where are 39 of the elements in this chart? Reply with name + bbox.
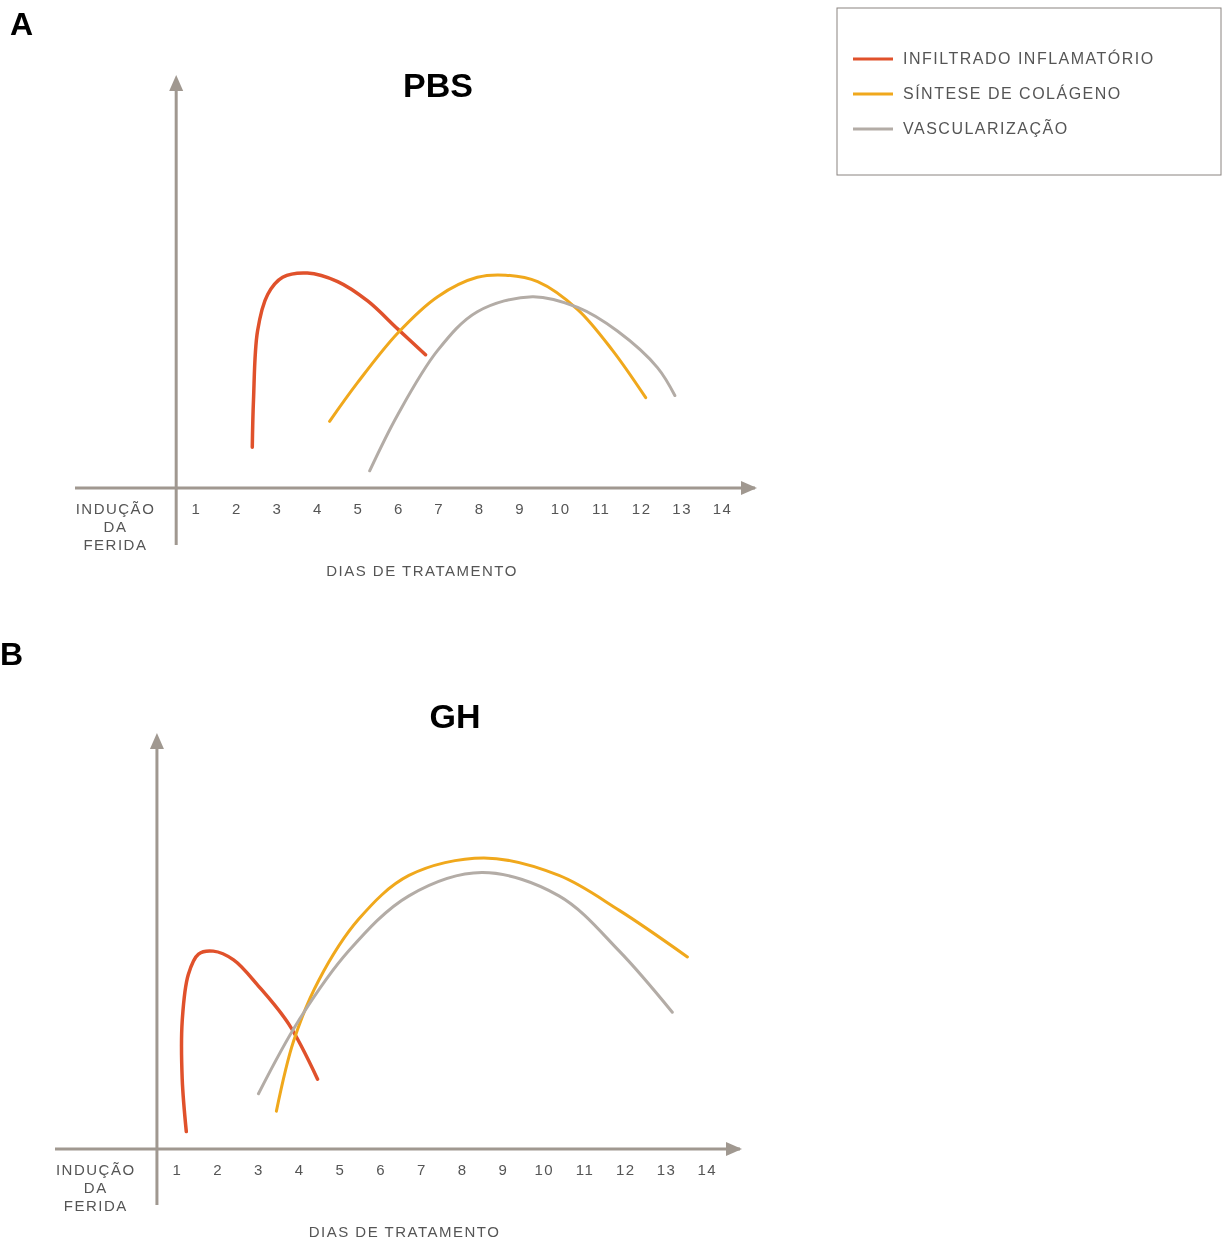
x-tick-label: 13 xyxy=(672,500,692,517)
x-tick-label: 7 xyxy=(434,500,445,517)
x-tick-label: 9 xyxy=(498,1161,509,1178)
x-tick-label: 2 xyxy=(231,500,242,517)
x-tick-label: 6 xyxy=(393,500,404,517)
x-tick-label: 8 xyxy=(474,500,485,517)
x-tick-label: 11 xyxy=(591,500,611,517)
x-tick-label: 12 xyxy=(615,1161,636,1178)
x-tick-label: 11 xyxy=(575,1161,595,1178)
x-tick-label: INDUÇÃO DA FERIDA xyxy=(75,500,156,553)
text: B xyxy=(0,636,24,672)
x-tick-label: 3 xyxy=(272,500,283,517)
x-tick-label: 8 xyxy=(457,1161,468,1178)
legend-label: SÍNTESE DE COLÁGENO xyxy=(903,84,1122,102)
x-tick-label: 5 xyxy=(353,500,364,517)
x-tick-label: 4 xyxy=(294,1161,305,1178)
chart-title: PBS xyxy=(403,66,473,104)
x-tick-label: 2 xyxy=(213,1161,224,1178)
x-tick-label: 5 xyxy=(335,1161,346,1178)
x-tick-label: 12 xyxy=(631,500,652,517)
x-tick-label: 4 xyxy=(312,500,323,517)
x-tick-label: 1 xyxy=(191,500,202,517)
legend-label: VASCULARIZAÇÃO xyxy=(903,118,1069,137)
x-axis-title: DIAS DE TRATAMENTO xyxy=(326,562,518,579)
x-tick-label: 14 xyxy=(712,500,733,517)
x-tick-label: 14 xyxy=(697,1161,718,1178)
legend-label: INFILTRADO INFLAMATÓRIO xyxy=(903,49,1155,67)
text: A xyxy=(10,6,34,42)
x-tick-label: 13 xyxy=(656,1161,677,1178)
x-tick-label: 10 xyxy=(534,1161,555,1178)
x-tick-label: 6 xyxy=(376,1161,387,1178)
x-tick-label: 1 xyxy=(172,1161,183,1178)
chart-title: GH xyxy=(429,697,481,735)
x-tick-label: 3 xyxy=(253,1161,264,1178)
x-tick-label: INDUÇÃO DA FERIDA xyxy=(55,1161,136,1214)
x-tick-label: 9 xyxy=(515,500,526,517)
x-tick-label: 10 xyxy=(550,500,571,517)
x-tick-label: 7 xyxy=(417,1161,427,1178)
x-axis-title: DIAS DE TRATAMENTO xyxy=(308,1223,501,1240)
